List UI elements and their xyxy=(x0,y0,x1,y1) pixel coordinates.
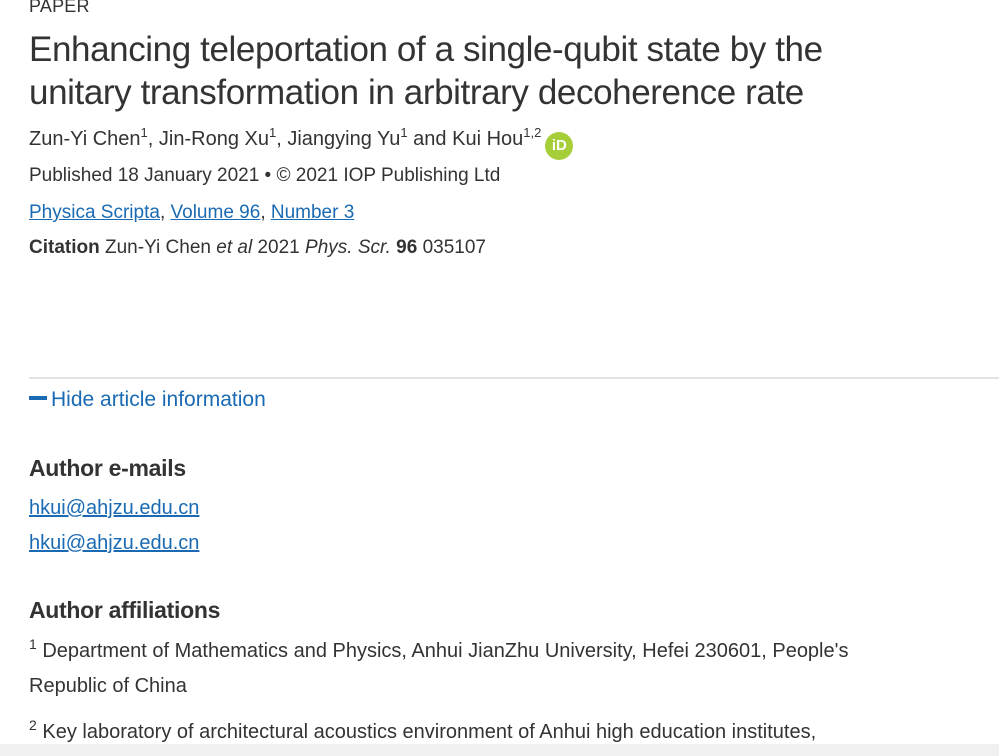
journal-links: Physica Scripta, Volume 96, Number 3 xyxy=(29,202,354,224)
author-separator: , xyxy=(147,128,159,150)
orcid-icon[interactable]: iD xyxy=(545,132,574,160)
author-list: Zun-Yi Chen1, Jin-Rong Xu1, Jiangying Yu… xyxy=(29,125,574,160)
author-name[interactable]: Jin-Rong Xu xyxy=(158,128,269,150)
author-email-link[interactable]: hkui@ahjzu.edu.cn xyxy=(29,532,200,554)
journal-link[interactable]: Physica Scripta xyxy=(29,202,160,223)
author-separator: , xyxy=(276,128,288,150)
section-divider xyxy=(29,377,999,379)
affiliation-number: 2 xyxy=(29,717,37,733)
citation-year: 2021 xyxy=(257,237,300,258)
link-separator: , xyxy=(159,202,171,223)
hide-article-info-toggle[interactable]: Hide article information xyxy=(29,388,266,412)
toggle-label: Hide article information xyxy=(51,388,266,411)
affiliation-item: 1 Department of Mathematics and Physics,… xyxy=(29,634,848,704)
citation-label: Citation xyxy=(29,237,100,258)
affiliation-number: 1 xyxy=(29,636,37,652)
link-separator: , xyxy=(260,202,271,223)
citation-authors: Zun-Yi Chen xyxy=(105,237,211,258)
author-separator: and xyxy=(407,128,453,150)
author-affiliation-number: 1 xyxy=(268,125,277,140)
title-line: unitary transformation in arbitrary deco… xyxy=(29,73,804,112)
citation: Citation Zun-Yi Chen et al 2021 Phys. Sc… xyxy=(29,237,486,259)
citation-volume: 96 xyxy=(396,237,418,258)
author-name[interactable]: Kui Hou xyxy=(452,128,524,150)
author-affiliation-number: 1 xyxy=(140,125,148,140)
minus-icon xyxy=(29,396,47,400)
issue-link[interactable]: Number 3 xyxy=(270,202,355,223)
author-emails-heading: Author e-mails xyxy=(29,455,186,481)
author-affiliations-heading: Author affiliations xyxy=(29,597,221,623)
affiliation-text: Key laboratory of architectural acoustic… xyxy=(42,721,817,743)
volume-link[interactable]: Volume 96 xyxy=(170,202,261,223)
affiliation-text: Republic of China xyxy=(29,675,187,697)
affiliation-text: Department of Mathematics and Physics, A… xyxy=(42,640,849,662)
article-title: Enhancing teleportation of a single-qubi… xyxy=(29,28,823,114)
citation-etal: et al xyxy=(216,237,253,258)
publication-info: Published 18 January 2021 • © 2021 IOP P… xyxy=(29,165,501,186)
author-name[interactable]: Jiangying Yu xyxy=(287,128,401,150)
bottom-scroll-bar xyxy=(0,744,999,756)
citation-article-number: 035107 xyxy=(422,237,486,258)
citation-journal: Phys. Scr. xyxy=(305,237,391,258)
author-email-link[interactable]: hkui@ahjzu.edu.cn xyxy=(29,497,200,519)
author-affiliation-number: 1,2 xyxy=(523,125,542,140)
author-affiliation-number: 1 xyxy=(400,125,408,140)
author-name[interactable]: Zun-Yi Chen xyxy=(29,128,141,150)
article-type-label: PAPER xyxy=(29,0,90,16)
title-line: Enhancing teleportation of a single-qubi… xyxy=(29,30,823,69)
affiliation-item: 2 Key laboratory of architectural acoust… xyxy=(29,715,816,750)
